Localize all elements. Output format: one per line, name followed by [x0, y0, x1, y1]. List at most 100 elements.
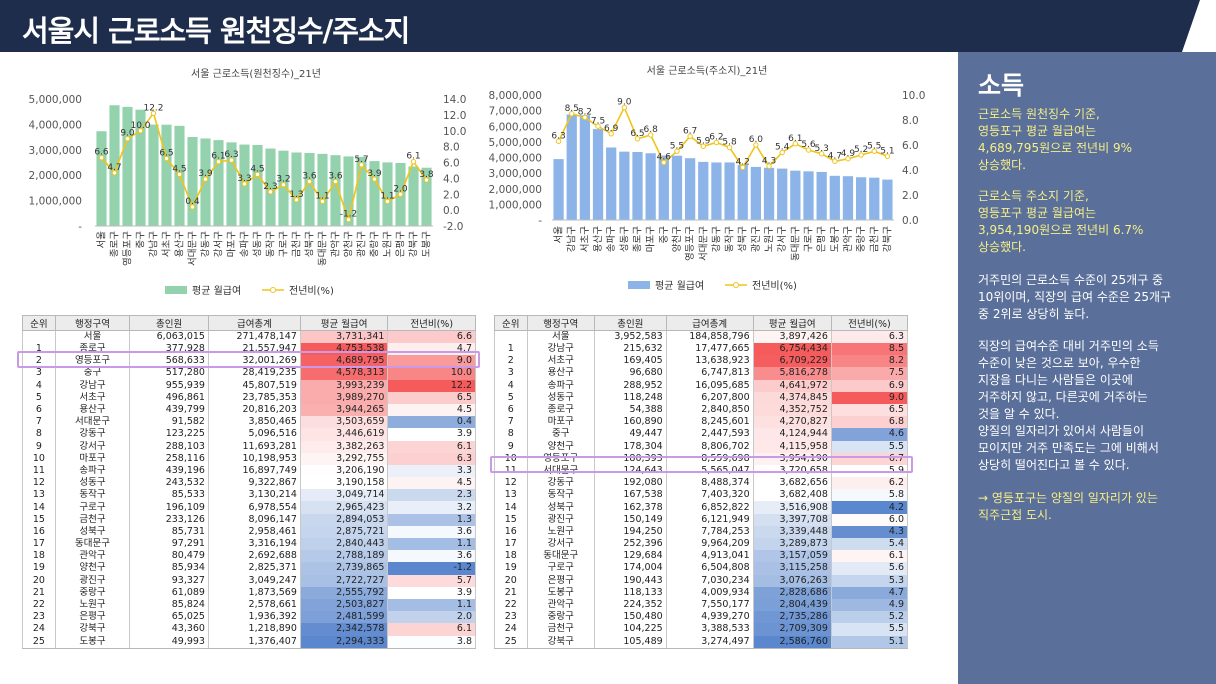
table-cell: 23 [494, 611, 528, 624]
table-row: 3 용산구 96,680 6,747,813 5,816,278 7.5 [494, 367, 909, 380]
table-cell: 4,374,845 [752, 391, 832, 404]
yoy-data-label: 0.4 [185, 197, 200, 207]
table-cell: 194,250 [593, 525, 667, 538]
yoy-data-label: 6.1 [406, 152, 420, 162]
yoy-point [608, 131, 614, 137]
category-label: 강동구 [201, 231, 212, 257]
table-cell: 3,274,497 [665, 635, 754, 649]
chart-title: 서울 근로소득(원천징수)_21년 [191, 68, 321, 80]
table-row: 21 중랑구 61,089 1,873,569 2,555,792 3.9 [22, 586, 476, 599]
table-cell: 영등포구 [54, 355, 131, 368]
table-cell: 6.5 [830, 403, 909, 417]
category-label: 구로구 [279, 231, 290, 257]
table-cell: 23,785,353 [207, 391, 301, 404]
table-cell: 2,342,578 [299, 623, 389, 636]
table-cell: 3,316,194 [207, 538, 301, 551]
yoy-data-label: 8.2 [578, 108, 592, 118]
table-cell: 11 [494, 464, 528, 478]
yoy-point [306, 178, 313, 185]
yoy-point [779, 149, 785, 156]
table-cell: 16,095,685 [665, 379, 754, 392]
table-cell: 6,504,808 [665, 562, 754, 575]
yoy-data-label: 4.5 [172, 164, 186, 174]
table-row: 9 강서구 288,103 11,693,281 3,382,263 6.1 [22, 440, 476, 453]
yoy-point [582, 114, 588, 121]
table-cell: 377,928 [129, 343, 209, 356]
table-cell: 6.3 [830, 330, 909, 343]
table-cell: 85,731 [129, 525, 209, 538]
table-row: 8 강동구 123,225 5,096,516 3,446,619 3.9 [22, 428, 476, 441]
table-cell: 7 [22, 416, 56, 429]
table-cell: 4,352,752 [752, 403, 832, 417]
bar-blue [777, 168, 788, 220]
table-header: 행정구역 [54, 315, 131, 331]
table-cell: 252,396 [593, 538, 667, 551]
summary-line: 상승했다. [978, 240, 1026, 254]
table-cell: 3,206,190 [299, 464, 389, 478]
table-cell: 25 [22, 635, 56, 649]
table-cell: 12 [494, 477, 528, 490]
table-row: 23 중랑구 150,480 4,939,270 2,735,286 5.2 [494, 611, 909, 624]
bar-blue [645, 153, 656, 220]
yoy-point [254, 171, 261, 178]
table-row: 22 관악구 224,352 7,550,177 2,804,439 4.9 [494, 598, 909, 612]
table-cell: 215,632 [593, 343, 667, 356]
yoy-point [345, 216, 352, 223]
yoy-point [700, 143, 706, 149]
table-cell: -1.2 [387, 562, 476, 575]
table-cell: 강서구 [526, 538, 595, 551]
table-cell: 6,747,813 [665, 367, 754, 380]
yoy-data-label: 5.9 [696, 136, 711, 146]
table-cell: 서울 [526, 330, 595, 343]
yoy-point [713, 139, 720, 146]
y-tick-label: 4,000,000 [489, 153, 542, 165]
table-cell: 49,993 [129, 635, 209, 649]
yoy-data-label: 3.3 [237, 174, 251, 184]
table-cell: 1,376,407 [207, 635, 301, 649]
table-cell: 129,684 [593, 550, 667, 563]
table-cell: 271,478,147 [207, 330, 301, 343]
table-cell: 7,403,320 [665, 489, 754, 502]
table-cell: 중랑구 [526, 611, 595, 624]
table-cell: 12.2 [387, 379, 476, 392]
table-cell: 1.1 [387, 598, 476, 612]
table-cell [494, 330, 528, 343]
table-cell: 6.2 [830, 477, 909, 490]
category-label: 광진구 [356, 231, 368, 257]
table-cell: 104,225 [593, 623, 667, 636]
summary-line: 영등포구 평균 월급여는 [978, 206, 1097, 220]
table-cell: 2,735,286 [752, 611, 832, 624]
y-tick-label: 2,000,000 [489, 184, 542, 196]
table-cell: 강남구 [526, 343, 595, 356]
table-cell: 10 [494, 452, 528, 465]
table-cell: 5.5 [830, 623, 909, 636]
table-cell: 3 [494, 367, 528, 380]
table-cell: 관악구 [526, 598, 595, 612]
table-cell: 258,116 [129, 452, 209, 465]
table-cell: 14 [22, 501, 56, 514]
table-cell: 구로구 [54, 501, 131, 514]
table-row: 25 강북구 105,489 3,274,497 2,586,760 5.1 [494, 635, 909, 649]
table-cell: 5.5 [830, 440, 909, 453]
summary-line: 모이지만 거주 만족도는 그에 비해서 [978, 441, 1159, 455]
table-cell: 3,289,873 [752, 538, 832, 551]
legend-swatch-marker [733, 282, 739, 288]
table-cell: 은평구 [526, 574, 595, 587]
bar-blue [724, 162, 735, 220]
table-cell: 2,840,850 [665, 403, 754, 417]
bar-green [135, 109, 146, 226]
table-row: 16 성북구 85,731 2,958,461 2,875,721 3.6 [22, 525, 476, 538]
table-cell: 2,840,443 [299, 538, 389, 551]
table-cell: 18 [22, 550, 56, 563]
table-cell: 3,682,656 [752, 477, 832, 490]
category-label: 종로구 [633, 226, 644, 252]
summary-ranking: 거주민의 근로소득 수준이 25개구 중 10위이며, 직장의 급여 수준은 2… [978, 272, 1206, 323]
table-cell: 마포구 [54, 452, 131, 465]
yoy-data-label: 3.9 [198, 169, 213, 179]
table-row: 18 동대문구 129,684 4,913,041 3,157,059 6.1 [494, 550, 909, 563]
yoy-data-label: 4.3 [762, 156, 776, 166]
table-cell: 21 [494, 586, 528, 599]
summary-line: 중 2위로 상당히 높다. [978, 307, 1090, 321]
yoy-line [100, 111, 428, 223]
table-cell: 15 [494, 513, 528, 526]
